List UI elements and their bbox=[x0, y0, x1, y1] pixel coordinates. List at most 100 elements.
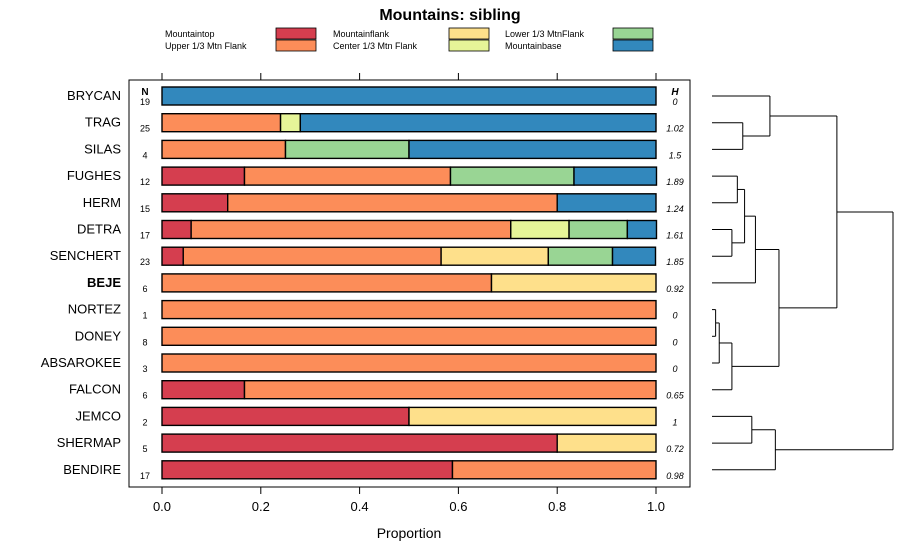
row-label: DETRA bbox=[77, 222, 121, 237]
row-label: JEMCO bbox=[76, 408, 122, 423]
x-tick-label: 1.0 bbox=[647, 499, 665, 514]
row-label: BENDIRE bbox=[63, 462, 121, 477]
bar-segment bbox=[182, 246, 442, 266]
row-label: SHERMAP bbox=[57, 435, 121, 450]
n-value: 2 bbox=[142, 417, 147, 427]
legend-label: Center 1/3 Mtn Flank bbox=[333, 41, 418, 51]
bar-segment bbox=[510, 219, 570, 240]
h-value: 1.89 bbox=[666, 177, 684, 187]
bar-segment bbox=[161, 433, 558, 453]
h-value: 0 bbox=[672, 337, 677, 347]
h-value: 1.85 bbox=[666, 257, 685, 267]
row-label: HERM bbox=[83, 195, 121, 210]
bar-segment bbox=[547, 246, 614, 266]
legend-swatch bbox=[275, 39, 317, 52]
bar-segment bbox=[227, 193, 558, 213]
legend-label: Mountainflank bbox=[333, 29, 390, 39]
row-label: FALCON bbox=[69, 382, 121, 397]
row-label: SILAS bbox=[84, 141, 121, 156]
row-label: DONEY bbox=[75, 328, 122, 343]
bar-segment bbox=[573, 166, 658, 186]
h-header: H bbox=[671, 87, 679, 98]
h-value: 1.5 bbox=[669, 150, 683, 160]
bar-segment bbox=[568, 219, 629, 240]
n-value: 4 bbox=[142, 150, 147, 160]
bar-segment bbox=[451, 460, 657, 480]
legend-label: Upper 1/3 Mtn Flank bbox=[165, 41, 247, 51]
h-value: 0 bbox=[672, 311, 677, 321]
bar-segment bbox=[161, 112, 282, 133]
legend-label: Lower 1/3 MtnFlank bbox=[505, 29, 585, 39]
legend: Mountaintop Mountainflank Lower 1/3 MtnFla… bbox=[165, 27, 654, 52]
bar-segment bbox=[161, 380, 246, 400]
bar-segment bbox=[449, 166, 575, 186]
bar-segment bbox=[556, 433, 657, 453]
n-value: 1 bbox=[142, 311, 147, 321]
x-tick-label: 0.8 bbox=[548, 499, 566, 514]
bar-segment bbox=[161, 166, 246, 186]
n-value: 12 bbox=[140, 177, 150, 187]
bar-segment bbox=[161, 246, 184, 266]
n-value: 17 bbox=[140, 231, 150, 241]
bar-segment bbox=[161, 139, 287, 160]
bar-segment bbox=[556, 193, 657, 213]
row-label: SENCHERT bbox=[50, 248, 121, 263]
bar-segment bbox=[161, 353, 657, 373]
h-value: 0.92 bbox=[666, 284, 684, 294]
bar-segment bbox=[408, 139, 657, 160]
bar-segment bbox=[299, 112, 657, 133]
plot-frame bbox=[128, 79, 691, 488]
legend-swatch bbox=[448, 39, 490, 52]
x-axis: 0.0 0.2 0.4 0.6 0.8 1.0 bbox=[153, 73, 665, 514]
h-value: 0 bbox=[672, 97, 677, 107]
legend-label: Mountainbase bbox=[505, 41, 562, 51]
legend-label: Mountaintop bbox=[165, 29, 215, 39]
bar-segment bbox=[161, 299, 657, 320]
n-value: 6 bbox=[142, 284, 147, 294]
bar-segment bbox=[243, 166, 452, 186]
h-value: 0.72 bbox=[666, 444, 684, 454]
h-value: 0 bbox=[672, 364, 677, 374]
h-value: 1.02 bbox=[666, 124, 684, 134]
n-value: 15 bbox=[140, 204, 150, 214]
row-label: BEJE bbox=[87, 275, 121, 290]
bar-segment bbox=[161, 219, 192, 240]
n-value: 3 bbox=[142, 364, 147, 374]
bar-segment bbox=[161, 273, 493, 293]
bar-segment bbox=[611, 246, 657, 266]
n-value: 5 bbox=[142, 444, 147, 454]
bars-group bbox=[161, 86, 658, 480]
x-tick-label: 0.0 bbox=[153, 499, 171, 514]
h-value: 1.61 bbox=[666, 231, 684, 241]
bar-segment bbox=[243, 380, 657, 400]
h-value: 1.24 bbox=[666, 204, 684, 214]
x-tick-label: 0.6 bbox=[449, 499, 467, 514]
bar-segment bbox=[440, 246, 550, 266]
row-label: TRAG bbox=[85, 115, 121, 130]
row-label: NORTEZ bbox=[68, 302, 121, 317]
legend-swatch bbox=[612, 39, 654, 52]
bar-segment bbox=[161, 460, 454, 480]
bar-segment bbox=[161, 86, 657, 106]
h-value: 1 bbox=[672, 417, 677, 427]
row-label: FUGHES bbox=[67, 168, 122, 183]
bar-segment bbox=[626, 219, 658, 240]
dendrogram bbox=[712, 95, 894, 471]
n-header: N bbox=[141, 87, 148, 98]
x-tick-label: 0.4 bbox=[351, 499, 369, 514]
chart-title: Mountains: sibling bbox=[379, 7, 520, 24]
n-value: 19 bbox=[140, 97, 150, 107]
x-tick-label: 0.2 bbox=[252, 499, 270, 514]
n-value: 8 bbox=[142, 337, 147, 347]
bar-segment bbox=[284, 139, 410, 160]
bar-segment bbox=[161, 406, 410, 427]
legend-swatch bbox=[612, 27, 654, 40]
bar-segment bbox=[279, 112, 302, 133]
bar-segment bbox=[408, 406, 657, 427]
h-value: 0.65 bbox=[666, 391, 685, 401]
n-value: 17 bbox=[140, 471, 150, 481]
legend-swatch bbox=[275, 27, 317, 40]
bar-segment bbox=[190, 219, 512, 240]
n-value: 6 bbox=[142, 391, 147, 401]
